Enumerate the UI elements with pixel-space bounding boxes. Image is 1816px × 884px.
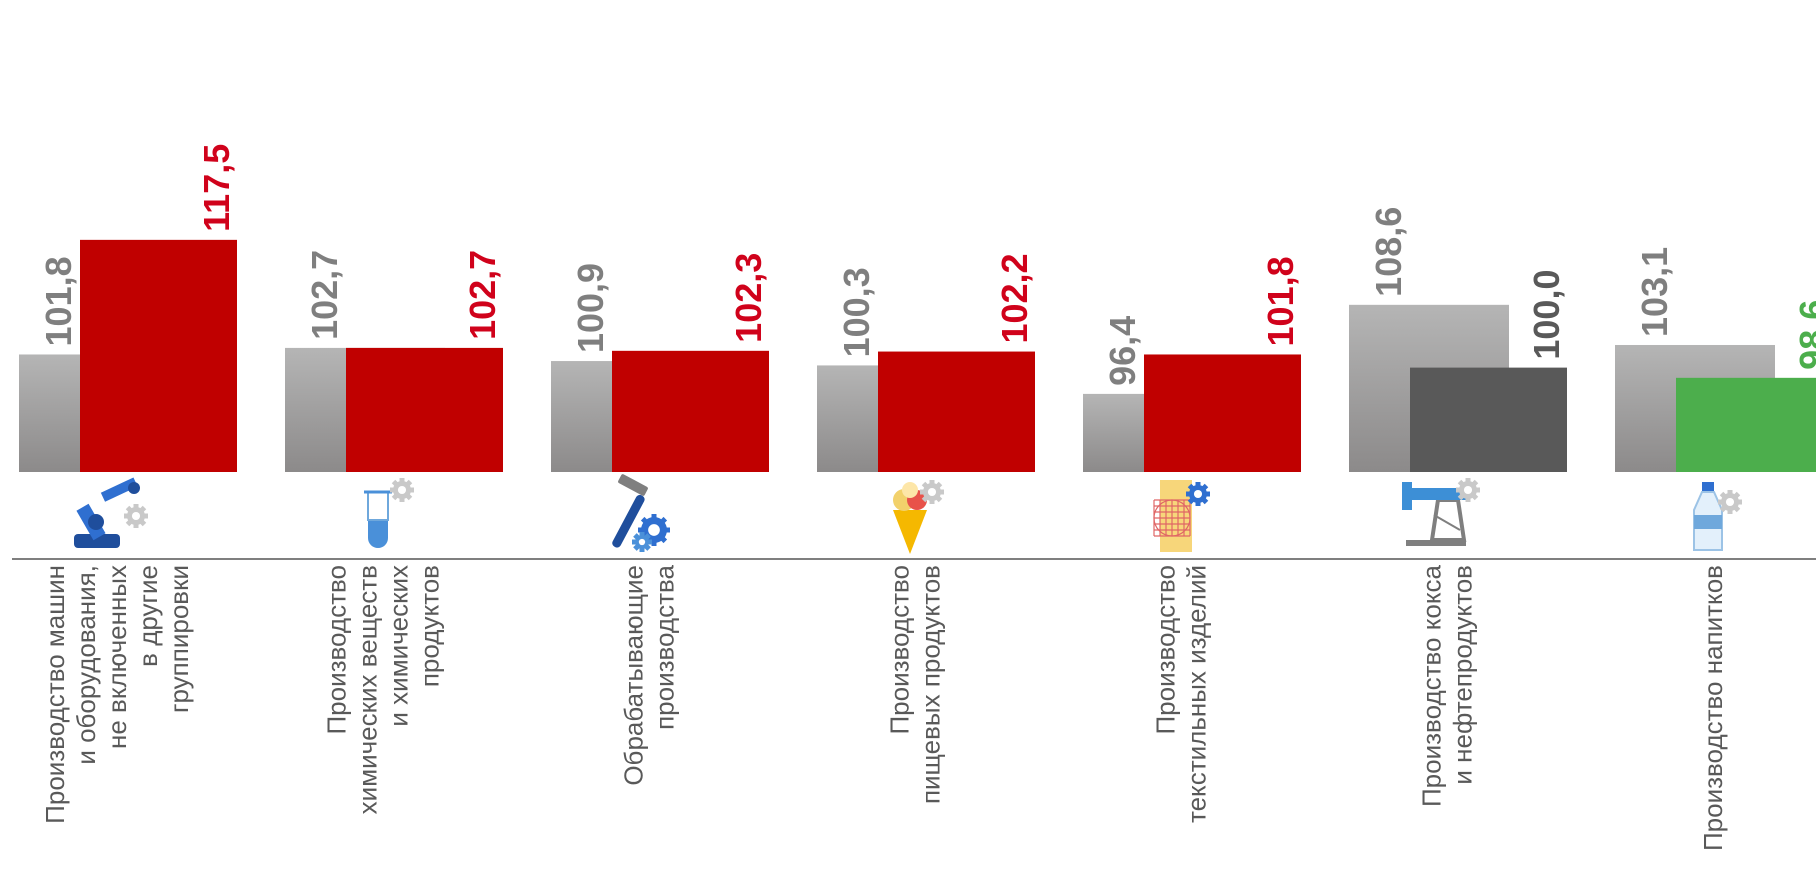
- value-label-prev: 103,1: [1634, 247, 1675, 337]
- category-label: Производство машин: [40, 565, 70, 824]
- value-label-current: 117,5: [196, 144, 237, 232]
- value-label-current: 102,3: [728, 253, 769, 343]
- category-label: Производство: [1151, 565, 1181, 735]
- category-label: и нефтепродуктов: [1448, 565, 1478, 785]
- value-label-prev: 100,9: [570, 263, 611, 353]
- value-label-current: 98,6: [1792, 300, 1816, 370]
- value-label-prev: 100,3: [836, 267, 877, 357]
- category-label: не включенных: [102, 565, 132, 749]
- category-label: Производство напитков: [1698, 565, 1728, 851]
- bar-current: [1410, 367, 1567, 472]
- hammer-gear-icon: [612, 474, 670, 552]
- bottle-icon: [1693, 482, 1742, 551]
- category-label: и оборудования,: [71, 565, 101, 765]
- category-label: Производство кокса: [1417, 564, 1447, 807]
- oil-pump-icon: [1402, 478, 1480, 546]
- category-label: текстильных изделий: [1182, 565, 1212, 823]
- bar-current: [612, 350, 769, 472]
- value-label-current: 102,2: [994, 253, 1035, 343]
- value-label-prev: 96,4: [1102, 316, 1143, 386]
- value-label-prev: 102,7: [304, 250, 345, 340]
- value-label-current: 101,8: [1260, 256, 1301, 346]
- bar-current: [878, 351, 1035, 472]
- category-label: производства: [650, 564, 680, 729]
- category-label: пищевых продуктов: [916, 565, 946, 804]
- gear-icon: [920, 480, 944, 504]
- value-label-prev: 108,6: [1368, 207, 1409, 297]
- value-label-current: 100,0: [1526, 270, 1567, 360]
- category-label: группировки: [164, 565, 194, 713]
- value-label-current: 102,7: [462, 250, 503, 340]
- bar-current: [1144, 354, 1301, 472]
- gear-icon: [124, 504, 148, 528]
- category-label: продуктов: [415, 565, 445, 687]
- bar-current: [80, 239, 237, 472]
- category-label: Производство: [322, 565, 352, 735]
- category-label: и химических: [384, 565, 414, 727]
- bar-current: [1676, 377, 1816, 472]
- gear-icon: [1718, 490, 1742, 514]
- value-label-prev: 101,8: [38, 256, 79, 346]
- bar-current: [346, 347, 503, 472]
- category-label: химических веществ: [353, 565, 383, 814]
- category-label: в другие: [133, 565, 163, 667]
- gear-icon: [1456, 478, 1480, 502]
- gear-icon: [1186, 482, 1210, 506]
- category-label: Производство: [885, 565, 915, 735]
- fabric-icon: [1153, 480, 1210, 552]
- test-tube-icon: [364, 478, 414, 548]
- gear-icon: [390, 478, 414, 502]
- gear-icon: [632, 532, 652, 552]
- ice-cream-icon: [893, 480, 944, 554]
- category-label: Обрабатывающие: [619, 565, 649, 786]
- robot-arm-icon: [74, 477, 148, 548]
